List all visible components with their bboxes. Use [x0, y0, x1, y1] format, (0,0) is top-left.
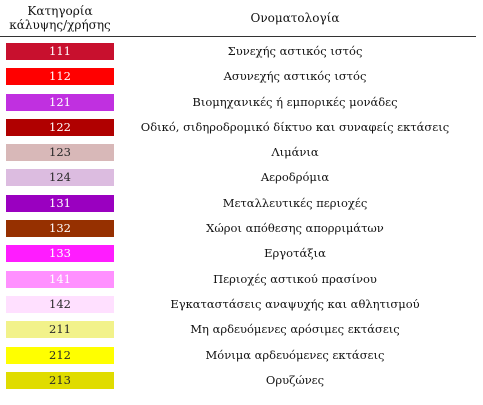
category-color-swatch: 112 [6, 68, 114, 86]
table-row: 132 Χώροι απόθεσης απορριμάτων [0, 217, 483, 242]
table-rows: 111 Συνεχής αστικός ιστός 112 Ασυνεχής αστι… [0, 40, 483, 394]
category-name: Μόνιμα αρδευόμενες εκτάσεις [205, 347, 385, 362]
category-name: Ασυνεχής αστικός ιστός [223, 69, 367, 84]
table-row: 111 Συνεχής αστικός ιστός [0, 40, 483, 65]
category-name: Λιμάνια [271, 145, 319, 160]
category-name: Περιοχές αστικού πρασίνου [213, 271, 377, 286]
category-color-swatch: 121 [6, 93, 114, 111]
category-name: Ορυζώνες [265, 372, 325, 387]
category-name: Οδικό, σιδηροδρομικό δίκτυο και συναφείς… [140, 119, 450, 134]
category-color-swatch: 142 [6, 295, 114, 313]
category-color-swatch: 131 [6, 194, 114, 212]
category-name: Εργοτάξια [264, 246, 326, 261]
table-row: 211 Μη αρδευόμενες αρόσιμες εκτάσεις [0, 318, 483, 343]
table-row: 141 Περιοχές αστικού πρασίνου [0, 268, 483, 293]
header-code-title: Κατηγορία κάλυψης/χρήσης [9, 4, 111, 32]
table-row: 142 Εγκαταστάσεις αναψυχής και αθλητισμού [0, 293, 483, 318]
category-name: Μεταλλευτικές περιοχές [222, 195, 368, 210]
table-row: 212 Μόνιμα αρδευόμενες εκτάσεις [0, 344, 483, 369]
category-color-swatch: 111 [6, 43, 114, 60]
category-color-swatch: 212 [6, 346, 114, 364]
category-color-swatch: 132 [6, 220, 114, 238]
category-name: Εγκαταστάσεις αναψυχής και αθλητισμού [170, 296, 420, 311]
category-color-swatch: 213 [6, 371, 114, 389]
category-color-swatch: 123 [6, 144, 114, 162]
category-name: Αεροδρόμια [260, 170, 330, 185]
table-row: 122 Οδικό, σιδηροδρομικό δίκτυο και συναφ… [0, 116, 483, 141]
table-row: 133 Εργοτάξια [0, 242, 483, 267]
category-color-swatch: 141 [6, 270, 114, 288]
table-row: 121 Βιομηχανικές ή εμπορικές μονάδες [0, 91, 483, 116]
category-name: Βιομηχανικές ή εμπορικές μονάδες [192, 94, 398, 109]
table-row: 123 Λιμάνια [0, 141, 483, 166]
table-row: 213 Ορυζώνες [0, 369, 483, 394]
category-name: Μη αρδευόμενες αρόσιμες εκτάσεις [190, 322, 400, 337]
category-color-swatch: 133 [6, 245, 114, 263]
category-name: Χώροι απόθεσης απορριμάτων [206, 221, 384, 236]
category-name: Συνεχής αστικός ιστός [227, 44, 363, 58]
header-name-title: Ονοματολογία [250, 11, 340, 25]
table-row: 124 Αεροδρόμια [0, 166, 483, 191]
table-row: 112 Ασυνεχής αστικός ιστός [0, 65, 483, 90]
category-color-swatch: 122 [6, 118, 114, 136]
category-color-swatch: 124 [6, 169, 114, 187]
table-row: 131 Μεταλλευτικές περιοχές [0, 192, 483, 217]
table-header: Κατηγορία κάλυψης/χρήσης Ονοματολογία [0, 0, 476, 37]
category-color-swatch: 211 [6, 321, 114, 339]
